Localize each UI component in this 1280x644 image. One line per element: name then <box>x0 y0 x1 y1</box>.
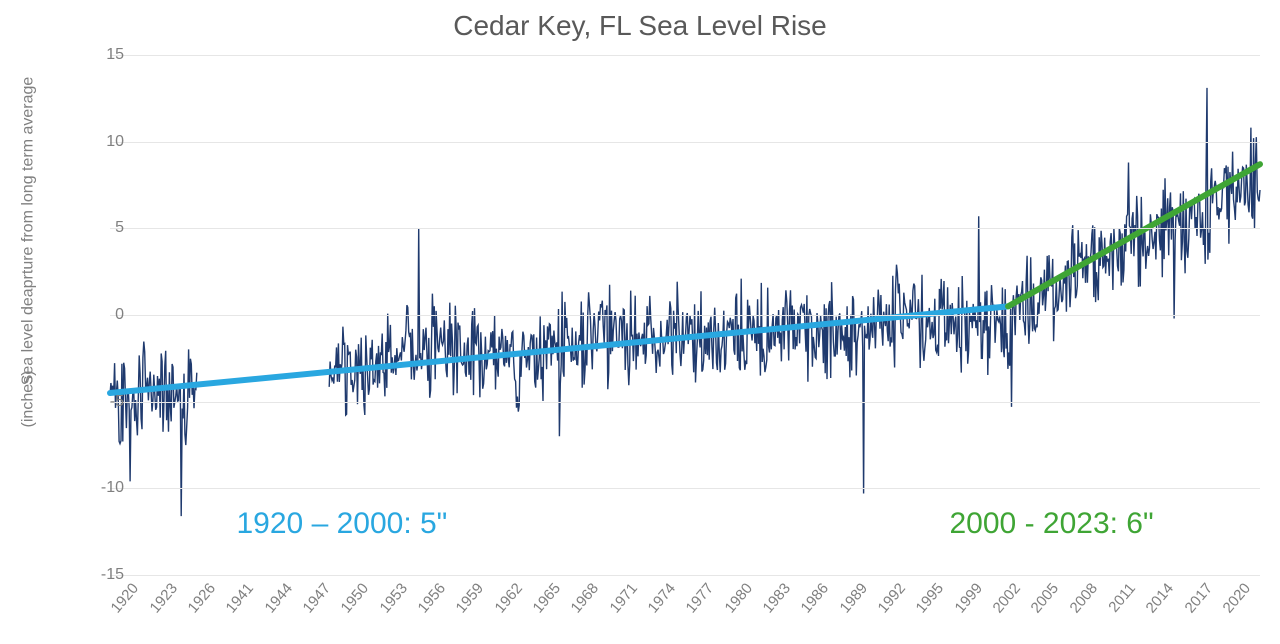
gridline <box>110 575 1260 576</box>
x-tick-label: 1947 <box>299 580 333 616</box>
gridline <box>110 488 1260 489</box>
x-tick-label: 1956 <box>414 580 448 616</box>
x-tick-label: 1974 <box>644 580 678 616</box>
y-tick-label: 0 <box>84 306 124 324</box>
x-tick-label: 1959 <box>453 580 487 616</box>
y-tick-label: -15 <box>84 566 124 584</box>
x-tick-label: 1965 <box>529 580 563 616</box>
y-axis-label-sub: (inches) <box>19 371 37 428</box>
x-tick-label: 2014 <box>1143 580 1177 616</box>
trend-line-2 <box>1008 164 1260 306</box>
y-tick-label: 5 <box>84 219 124 237</box>
x-tick-label: 1980 <box>721 580 755 616</box>
y-tick-label: 15 <box>84 46 124 64</box>
x-tick-label: 1926 <box>184 580 218 616</box>
annotation-period-1: 1920 – 2000: 5" <box>237 507 448 541</box>
x-tick-label: 1968 <box>568 580 602 616</box>
x-tick-label: 1950 <box>338 580 372 616</box>
y-axis-label-main: Sea level deaprture from long term avera… <box>19 77 37 386</box>
plot-area <box>110 55 1260 575</box>
x-tick-label: 1995 <box>913 580 947 616</box>
x-axis-labels: 1920192319261941194419471950195319561959… <box>110 580 1260 640</box>
x-tick-label: 1953 <box>376 580 410 616</box>
x-tick-label: 2008 <box>1066 580 1100 616</box>
x-tick-label: 1983 <box>759 580 793 616</box>
x-tick-label: 2017 <box>1181 580 1215 616</box>
sea-level-chart: Cedar Key, FL Sea Level Rise Sea level d… <box>0 0 1280 644</box>
x-tick-label: 1992 <box>874 580 908 616</box>
gridline <box>110 228 1260 229</box>
y-tick-label: -5 <box>84 393 124 411</box>
y-tick-label: -10 <box>84 479 124 497</box>
gridline <box>110 402 1260 403</box>
y-axis-label: Sea level deaprture from long term avera… <box>8 55 48 575</box>
gridline <box>110 142 1260 143</box>
x-tick-label: 2020 <box>1219 580 1253 616</box>
x-tick-label: 1999 <box>951 580 985 616</box>
x-tick-label: 2011 <box>1105 580 1139 616</box>
y-tick-label: 10 <box>84 133 124 151</box>
x-tick-label: 1923 <box>146 580 180 616</box>
annotation-period-2: 2000 - 2023: 6" <box>950 507 1154 541</box>
x-tick-label: 1920 <box>108 580 142 616</box>
x-tick-label: 1977 <box>683 580 717 616</box>
chart-title: Cedar Key, FL Sea Level Rise <box>0 10 1280 42</box>
data-series-line <box>110 88 1260 516</box>
x-tick-label: 1944 <box>261 580 295 616</box>
x-tick-label: 2005 <box>1028 580 1062 616</box>
gridline <box>110 55 1260 56</box>
x-tick-label: 1989 <box>836 580 870 616</box>
x-tick-label: 2002 <box>989 580 1023 616</box>
gridline <box>110 315 1260 316</box>
x-tick-label: 1986 <box>798 580 832 616</box>
x-tick-label: 1941 <box>223 580 257 616</box>
x-tick-label: 1971 <box>606 580 640 616</box>
x-tick-label: 1962 <box>491 580 525 616</box>
